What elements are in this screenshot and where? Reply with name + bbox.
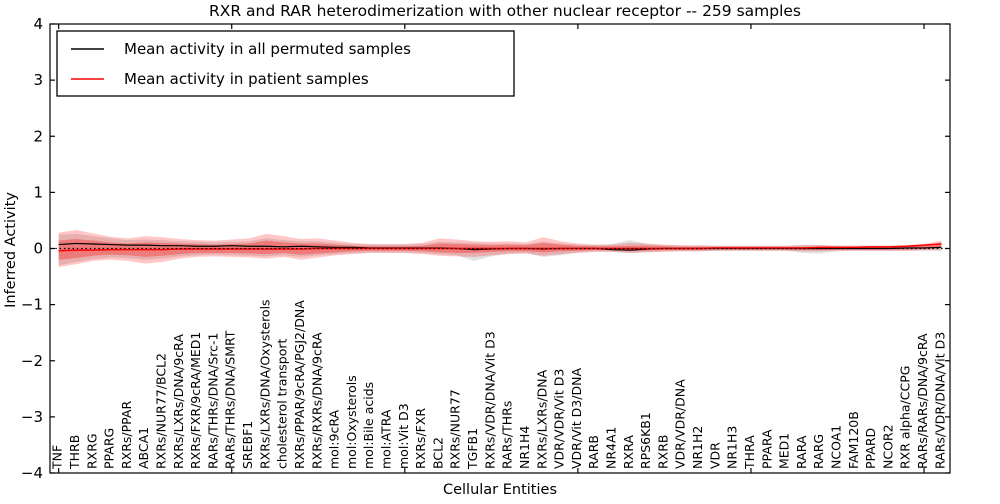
y-tick-label: 4 [33,15,43,33]
x-category-label: RXRs/NUR77 [448,389,463,469]
x-category-label: RARs/THRs/DNA/SMRT [223,330,238,469]
plot-area: −4 −3 −2 −1 0 1 2 3 4 TNF THRB RXRG PPARG RXRs/PPAR AB… [21,15,951,482]
x-category-label: TGFB1 [465,428,480,470]
x-category-label: mol:ATRA [379,409,394,469]
x-category-label: THRB [67,435,82,470]
x-category-label: RXRs/RXRs/DNA/9cRA [309,332,324,469]
x-category-label: NCOR2 [880,424,895,469]
x-category-label: RARB [586,435,601,469]
x-category-label: cholesterol transport [275,338,290,469]
x-category-label: RXRG [84,433,99,469]
y-tick-label: 2 [33,127,43,145]
x-category-label: MED1 [777,433,792,469]
y-tick-label: −2 [21,352,43,370]
chart-title: RXR and RAR heterodimerization with othe… [209,2,801,20]
x-category-label: RXRs/FXR/9cRA/MED1 [188,332,203,469]
x-category-label: RXRs/FXR [413,408,428,469]
x-category-label: RARA [794,435,809,469]
x-category-label: RXRs/LXRs/DNA [534,369,549,469]
x-category-label: mol:Oxysterols [344,375,359,469]
x-category-label: mol:9cRA [327,409,342,469]
x-category-label: RXRs/PPAR/9cRA/PGJ2/DNA [292,300,307,469]
legend-label-patient: Mean activity in patient samples [124,70,369,88]
x-category-label: SREBF1 [240,421,255,469]
x-category-label: RXRs/LXRs/DNA/Oxysterols [257,299,272,469]
x-category-label: RXRB [655,434,670,469]
y-tick-label: −3 [21,408,43,426]
x-category-label: PPARD [863,428,878,469]
x-category-label: NR1H4 [517,426,532,469]
x-axis-label: Cellular Entities [443,482,557,498]
x-category-label: NR4A1 [604,427,619,470]
x-category-label: VDR/VDR/DNA [673,379,688,469]
band-permuted-samples-range [58,233,942,266]
y-tick-label: 3 [33,71,43,89]
y-axis-label: Inferred Activity [3,192,19,308]
x-category-label: PPARA [759,429,774,469]
x-category-label: RARs/THRs [500,401,515,469]
x-category-label: BCL2 [430,437,445,469]
x-category-label: RPS6KB1 [638,412,653,469]
x-category-label: ABCA1 [136,427,151,469]
y-tick-label: 0 [33,240,43,258]
x-category-label: NCOA1 [829,425,844,469]
x-category-label: RARG [811,434,826,469]
x-category-label: RARs/THRs/DNA/Src-1 [205,333,220,469]
x-category-label: mol:Vit D3 [396,403,411,469]
y-tick-label: 1 [33,183,43,201]
series-line-1 [58,243,942,252]
x-category-label: PPARG [102,428,117,469]
legend-label-permuted: Mean activity in all permuted samples [124,40,411,58]
x-category-label: RXRA [621,435,636,469]
x-category-label: FAM120B [846,411,861,469]
y-tick-label: −4 [21,464,43,482]
x-category-label: NR1H3 [725,426,740,469]
x-category-label: RXRs/PPAR [119,401,134,469]
x-category-label: RXRs/NUR77/BCL2 [154,353,169,469]
legend: Mean activity in all permuted samples Me… [56,30,515,97]
x-category-label: VDR [707,442,722,469]
x-category-label: NR1H2 [690,426,705,469]
legend-box [56,30,515,97]
x-category-label: VDR/VDR/Vit D3 [552,369,567,469]
x-category-label: RARs/RARs/DNA/9cRA [915,333,930,469]
x-category-label: RXR alpha/CCPG [898,366,913,469]
x-category-label: RARs/VDR/DNA/Vit D3 [932,332,947,469]
x-category-label: THRA [742,435,757,470]
x-category-label: VDR/Vit D3/DNA [569,368,584,469]
y-tick-label: −1 [21,296,43,314]
x-category-label: TNF [50,445,65,470]
x-category-label: RXRs/VDR/DNA/Vit D3 [482,331,497,469]
x-category-label: RXRs/LXRs/DNA/9cRA [171,334,186,469]
x-category-label: mol:Bile acids [361,382,376,469]
